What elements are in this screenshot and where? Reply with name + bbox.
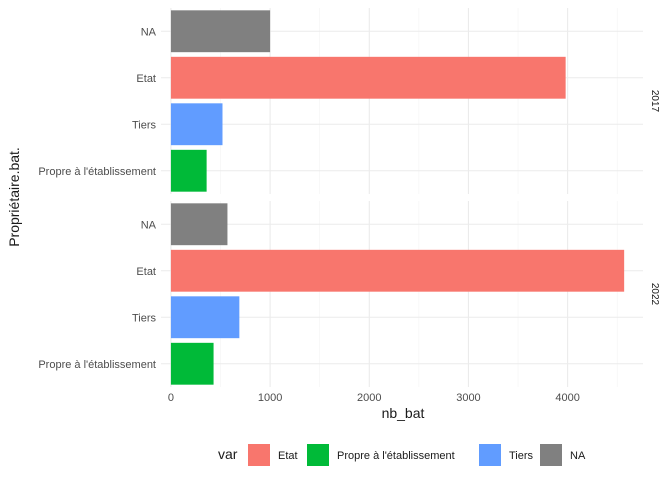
legend-key [479, 444, 501, 466]
legend-key [248, 444, 270, 466]
legend-label: NA [570, 450, 586, 462]
legend-item-na: NA [540, 444, 586, 466]
y-tick-label: Propre à l'établissement [38, 166, 156, 178]
y-tick-label: NA [141, 219, 157, 231]
bar-2017-tiers [170, 103, 223, 146]
x-tick-label: 3000 [456, 392, 480, 404]
bar-2022-na [170, 203, 228, 246]
legend-item-propre-l-tablissement: Propre à l'établissement [307, 444, 455, 466]
x-tick-label: 0 [168, 392, 174, 404]
bar-2022-propre-l-tablissement [170, 342, 214, 385]
y-tick-label: Propre à l'établissement [38, 359, 156, 371]
legend-key [540, 444, 562, 466]
legend-title: var [218, 446, 238, 462]
x-tick-label: 2000 [357, 392, 381, 404]
bar-2022-tiers [170, 296, 240, 339]
x-tick-label: 4000 [555, 392, 579, 404]
legend-label: Propre à l'établissement [337, 450, 455, 462]
y-tick-label: Tiers [132, 119, 157, 131]
bar-2017-etat [170, 56, 566, 99]
legend: var Etat Propre à l'établissement Tiers NA [218, 444, 586, 466]
y-tick-label: NA [141, 26, 157, 38]
facet-strip-label: 2022 [649, 283, 660, 306]
bar-2017-na [170, 10, 271, 53]
x-tick-label: 1000 [258, 392, 282, 404]
x-axis-title: nb_bat [382, 405, 425, 421]
y-tick-label: Etat [136, 73, 156, 85]
x-axis: 0 1000 2000 3000 4000 [168, 392, 580, 404]
facet-panel-2022: NA Etat Tiers Propre à l'établissement 2022 [38, 201, 660, 387]
legend-label: Tiers [509, 450, 534, 462]
bar-2022-etat [170, 249, 625, 292]
legend-key [307, 444, 329, 466]
y-tick-label: Tiers [132, 312, 157, 324]
legend-item-tiers: Tiers [479, 444, 534, 466]
y-tick-label: Etat [136, 266, 156, 278]
y-axis-title: Propriétaire.bat. [6, 147, 22, 247]
legend-item-etat: Etat [248, 444, 298, 466]
legend-label: Etat [278, 450, 298, 462]
bar-2017-propre-l-tablissement [170, 149, 207, 192]
facet-panel-2017: NA Etat Tiers Propre à l'établissement 2017 [38, 8, 660, 194]
facet-strip-label: 2017 [649, 90, 660, 113]
